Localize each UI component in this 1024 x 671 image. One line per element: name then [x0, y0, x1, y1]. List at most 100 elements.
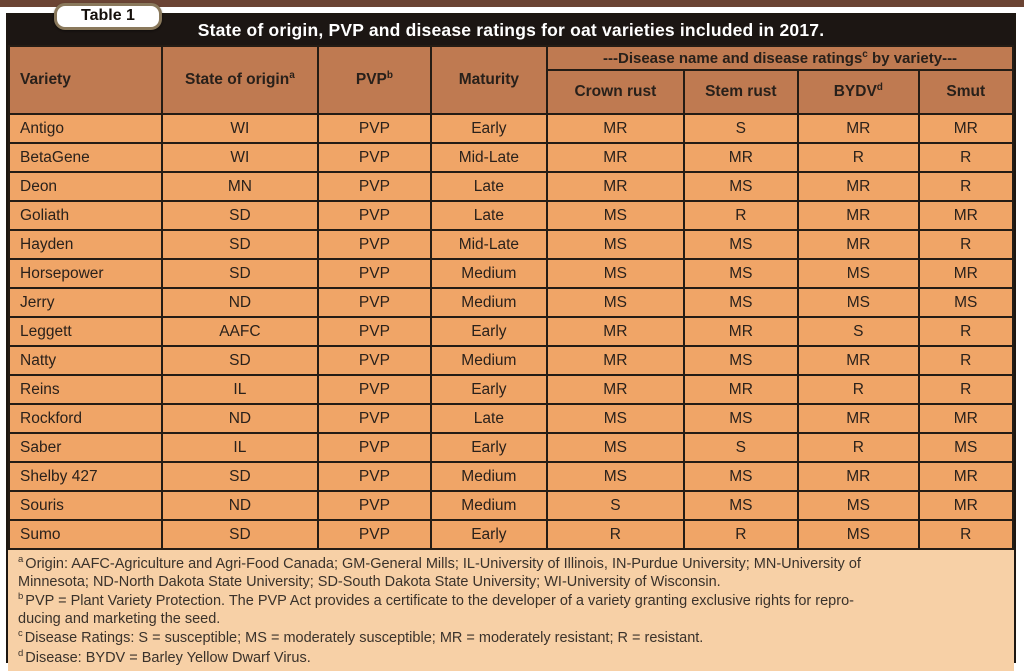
cell-pvp: PVP	[317, 258, 432, 289]
cell-origin: SD	[160, 519, 320, 550]
table-row: BetaGene WI PVP Mid-Late MR MR R R	[8, 142, 1015, 173]
cell-bydv: MS	[797, 287, 920, 318]
cell-crown-rust: MS	[546, 229, 685, 260]
cell-crown-rust: MR	[546, 142, 685, 173]
cell-bydv: MS	[797, 490, 920, 521]
cell-smut: MR	[917, 403, 1015, 434]
cell-origin: ND	[160, 287, 320, 318]
cell-pvp: PVP	[317, 113, 432, 144]
cell-bydv: MR	[797, 113, 920, 144]
cell-variety: Reins	[8, 374, 163, 405]
cell-stem-rust: MS	[682, 345, 800, 376]
cell-stem-rust: MS	[682, 258, 800, 289]
cell-variety: Rockford	[8, 403, 163, 434]
cell-crown-rust: S	[546, 490, 685, 521]
cell-pvp: PVP	[317, 403, 432, 434]
cell-crown-rust: MR	[546, 374, 685, 405]
footnote-d: d Disease: BYDV = Barley Yellow Dwarf Vir…	[18, 647, 311, 666]
cell-smut: R	[917, 519, 1015, 550]
cell-smut: MS	[917, 432, 1015, 463]
page-top-strip	[0, 0, 1024, 7]
cell-crown-rust: MR	[546, 345, 685, 376]
cell-bydv: MS	[797, 258, 920, 289]
cell-bydv: MR	[797, 403, 920, 434]
cell-bydv: MR	[797, 200, 920, 231]
cell-bydv: MR	[797, 229, 920, 260]
cell-stem-rust: MR	[682, 142, 800, 173]
cell-pvp: PVP	[317, 345, 432, 376]
cell-maturity: Early	[429, 432, 549, 463]
cell-pvp: PVP	[317, 461, 432, 492]
cell-variety: Leggett	[8, 316, 163, 347]
col-header-maturity: Maturity	[429, 45, 549, 115]
footnote-c: c Disease Ratings: S = susceptible; MS = …	[18, 628, 704, 646]
oat-varieties-table: Variety State of origina PVPb Maturity -…	[8, 45, 1015, 550]
table-row: Leggett AAFC PVP Early MR MR S R	[8, 316, 1015, 347]
cell-origin: SD	[160, 200, 320, 231]
cell-bydv: R	[797, 432, 920, 463]
footnotes: a Origin: AAFC-Agriculture and Agri-Food …	[8, 550, 1014, 671]
cell-maturity: Late	[429, 200, 549, 231]
cell-stem-rust: MR	[682, 374, 800, 405]
cell-maturity: Medium	[429, 490, 549, 521]
cell-crown-rust: MS	[546, 200, 685, 231]
cell-maturity: Medium	[429, 345, 549, 376]
table-row: Deon MN PVP Late MR MS MR R	[8, 171, 1015, 202]
cell-smut: R	[917, 374, 1015, 405]
cell-maturity: Late	[429, 171, 549, 202]
table-body: Antigo WI PVP Early MR S MR MR BetaGene WI PVP Mid…	[8, 113, 1015, 550]
cell-variety: Natty	[8, 345, 163, 376]
table-title: State of origin, PVP and disease ratings…	[8, 15, 1014, 45]
cell-stem-rust: MS	[682, 287, 800, 318]
cell-pvp: PVP	[317, 229, 432, 260]
cell-origin: WI	[160, 142, 320, 173]
cell-bydv: R	[797, 142, 920, 173]
col-header-pvp: PVPb	[317, 45, 432, 115]
cell-pvp: PVP	[317, 287, 432, 318]
col-header-bydv: BYDVd	[797, 69, 920, 115]
col-header-stem-rust: Stem rust	[682, 69, 800, 115]
cell-crown-rust: MR	[546, 316, 685, 347]
cell-origin: MN	[160, 171, 320, 202]
cell-origin: ND	[160, 403, 320, 434]
col-header-state-of-origin: State of origina	[160, 45, 320, 115]
cell-maturity: Medium	[429, 258, 549, 289]
cell-origin: SD	[160, 461, 320, 492]
cell-maturity: Mid-Late	[429, 229, 549, 260]
cell-pvp: PVP	[317, 374, 432, 405]
cell-crown-rust: MS	[546, 461, 685, 492]
cell-smut: MR	[917, 258, 1015, 289]
cell-smut: R	[917, 345, 1015, 376]
cell-maturity: Mid-Late	[429, 142, 549, 173]
cell-smut: R	[917, 316, 1015, 347]
table-row: Goliath SD PVP Late MS R MR MR	[8, 200, 1015, 231]
cell-smut: MR	[917, 113, 1015, 144]
cell-variety: Sumo	[8, 519, 163, 550]
cell-pvp: PVP	[317, 171, 432, 202]
table-row: Rockford ND PVP Late MS MS MR MR	[8, 403, 1015, 434]
cell-origin: IL	[160, 374, 320, 405]
table-row: Horsepower SD PVP Medium MS MS MS MR	[8, 258, 1015, 289]
cell-bydv: MR	[797, 461, 920, 492]
cell-origin: SD	[160, 345, 320, 376]
table-number-badge: Table 1	[54, 3, 162, 30]
cell-stem-rust: MS	[682, 461, 800, 492]
disease-group-header: ---Disease name and disease ratingsc by …	[546, 45, 1014, 71]
cell-crown-rust: MS	[546, 287, 685, 318]
cell-stem-rust: MS	[682, 403, 800, 434]
cell-origin: SD	[160, 258, 320, 289]
cell-variety: Horsepower	[8, 258, 163, 289]
cell-bydv: S	[797, 316, 920, 347]
cell-maturity: Late	[429, 403, 549, 434]
cell-pvp: PVP	[317, 519, 432, 550]
cell-variety: Souris	[8, 490, 163, 521]
cell-variety: Goliath	[8, 200, 163, 231]
cell-smut: MR	[917, 461, 1015, 492]
col-header-variety: Variety	[8, 45, 163, 115]
cell-maturity: Early	[429, 113, 549, 144]
cell-maturity: Early	[429, 519, 549, 550]
col-header-smut: Smut	[917, 69, 1015, 115]
cell-crown-rust: MR	[546, 113, 685, 144]
cell-stem-rust: MS	[682, 229, 800, 260]
cell-crown-rust: R	[546, 519, 685, 550]
